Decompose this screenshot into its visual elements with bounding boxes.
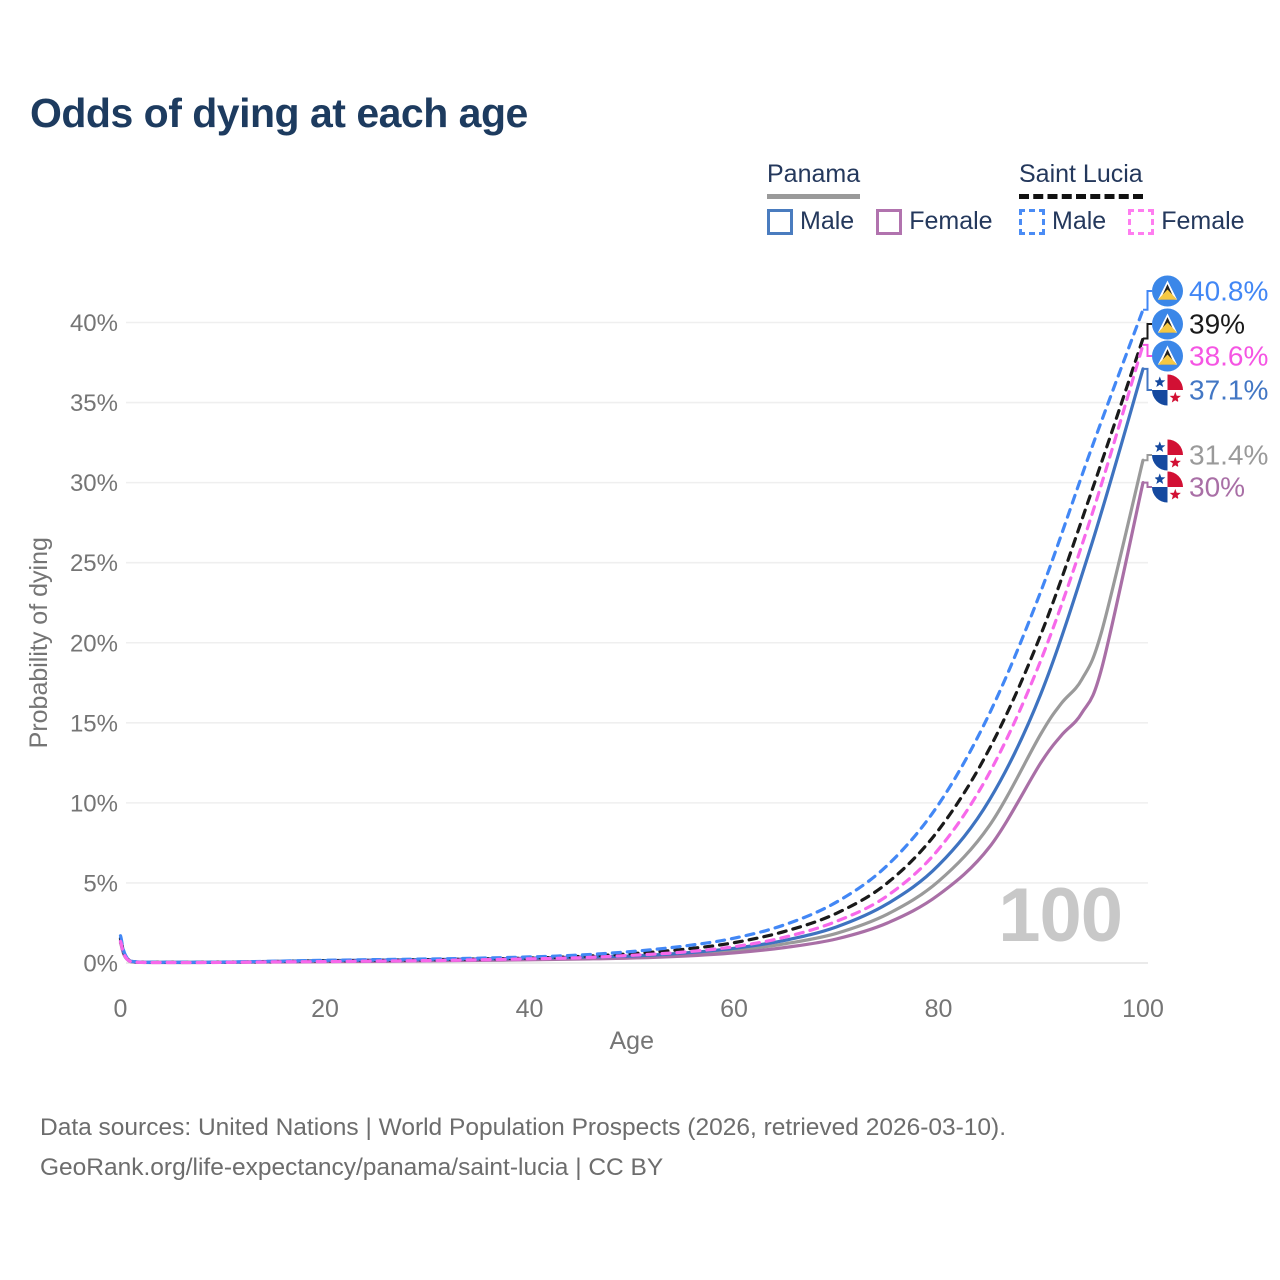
y-tick-label-20: 20% (70, 630, 118, 657)
legend-item-saint-lucia-male[interactable]: Male (1019, 207, 1106, 236)
saint-lucia-flag-icon (1152, 275, 1183, 307)
y-axis-title: Probability of dying (25, 537, 53, 748)
legend-item-panama-female[interactable]: Female (876, 207, 993, 236)
end-value-label: 30% (1189, 472, 1245, 503)
panama-flag-icon (1152, 471, 1183, 503)
legend-items-panama: Male Female (767, 207, 993, 236)
legend-items-saint-lucia: Male Female (1019, 207, 1245, 236)
legend: Panama Male Female Saint Lucia Male (0, 160, 1280, 245)
panama-flag-icon (1152, 439, 1183, 471)
x-axis-title: Age (610, 1027, 654, 1055)
end-value-label: 38.6% (1189, 341, 1268, 372)
x-tick-label-20: 20 (311, 995, 339, 1023)
curve-saintlucia-total (118, 336, 1145, 965)
annotation-connector (1143, 343, 1152, 357)
annotation-connector (1143, 323, 1152, 340)
legend-group-saint-lucia: Saint Lucia Male Female (1019, 160, 1245, 236)
legend-label-panama-male: Male (800, 207, 855, 235)
x-tick-label-40: 40 (516, 995, 544, 1023)
y-tick-label-35: 35% (70, 390, 118, 417)
panama-flag-icon (1152, 374, 1183, 406)
annotation-connector (1143, 290, 1152, 311)
y-tick-label-25: 25% (70, 550, 118, 577)
x-tick-label-0: 0 (114, 995, 128, 1023)
end-value-label: 37.1% (1189, 375, 1268, 406)
page-title: Odds of dying at each age (30, 90, 528, 136)
footer-attribution-link[interactable]: GeoRank.org/life-expectancy/panama/saint… (40, 1154, 664, 1181)
panama-male-swatch-icon (767, 208, 793, 235)
end-value-label: 39% (1189, 309, 1245, 340)
x-tick-label-100: 100 (1122, 995, 1164, 1023)
x-tick-label-80: 80 (925, 995, 953, 1023)
watermark-age-100: 100 (998, 873, 1123, 958)
legend-country-panama: Panama (767, 160, 861, 199)
y-tick-label-0: 0% (83, 951, 118, 978)
saint-lucia-female-swatch-icon (1128, 208, 1155, 235)
legend-label-panama-female: Female (909, 207, 993, 235)
y-tick-label-5: 5% (83, 870, 118, 897)
footer: Data sources: United Nations | World Pop… (40, 1108, 1006, 1188)
annotation-connector (1143, 367, 1152, 391)
footer-data-sources: Data sources: United Nations | World Pop… (40, 1114, 1007, 1141)
end-value-label: 40.8% (1189, 276, 1268, 307)
y-tick-label-10: 10% (70, 790, 118, 817)
x-tick-label-60: 60 (720, 995, 748, 1023)
legend-label-saint-lucia-male: Male (1052, 207, 1107, 235)
curve-saintlucia-male (118, 308, 1145, 964)
curve-panama-male (118, 367, 1145, 965)
saint-lucia-flag-icon (1152, 340, 1183, 372)
y-tick-label-30: 30% (70, 470, 118, 497)
legend-item-panama-male[interactable]: Male (767, 207, 854, 236)
legend-group-panama: Panama Male Female (767, 160, 993, 236)
saint-lucia-male-swatch-icon (1019, 208, 1045, 235)
legend-country-saint-lucia: Saint Lucia (1019, 160, 1143, 199)
end-value-label: 31.4% (1189, 440, 1268, 471)
legend-label-saint-lucia-female: Female (1161, 207, 1245, 235)
y-tick-label-15: 15% (70, 710, 118, 737)
saint-lucia-flag-icon (1152, 308, 1183, 340)
panama-female-swatch-icon (876, 208, 903, 235)
curve-saintlucia-female (118, 343, 1145, 965)
legend-item-saint-lucia-female[interactable]: Female (1128, 207, 1245, 236)
annotation-connector (1143, 454, 1152, 462)
y-tick-label-40: 40% (70, 310, 118, 337)
annotation-connector (1143, 481, 1152, 488)
